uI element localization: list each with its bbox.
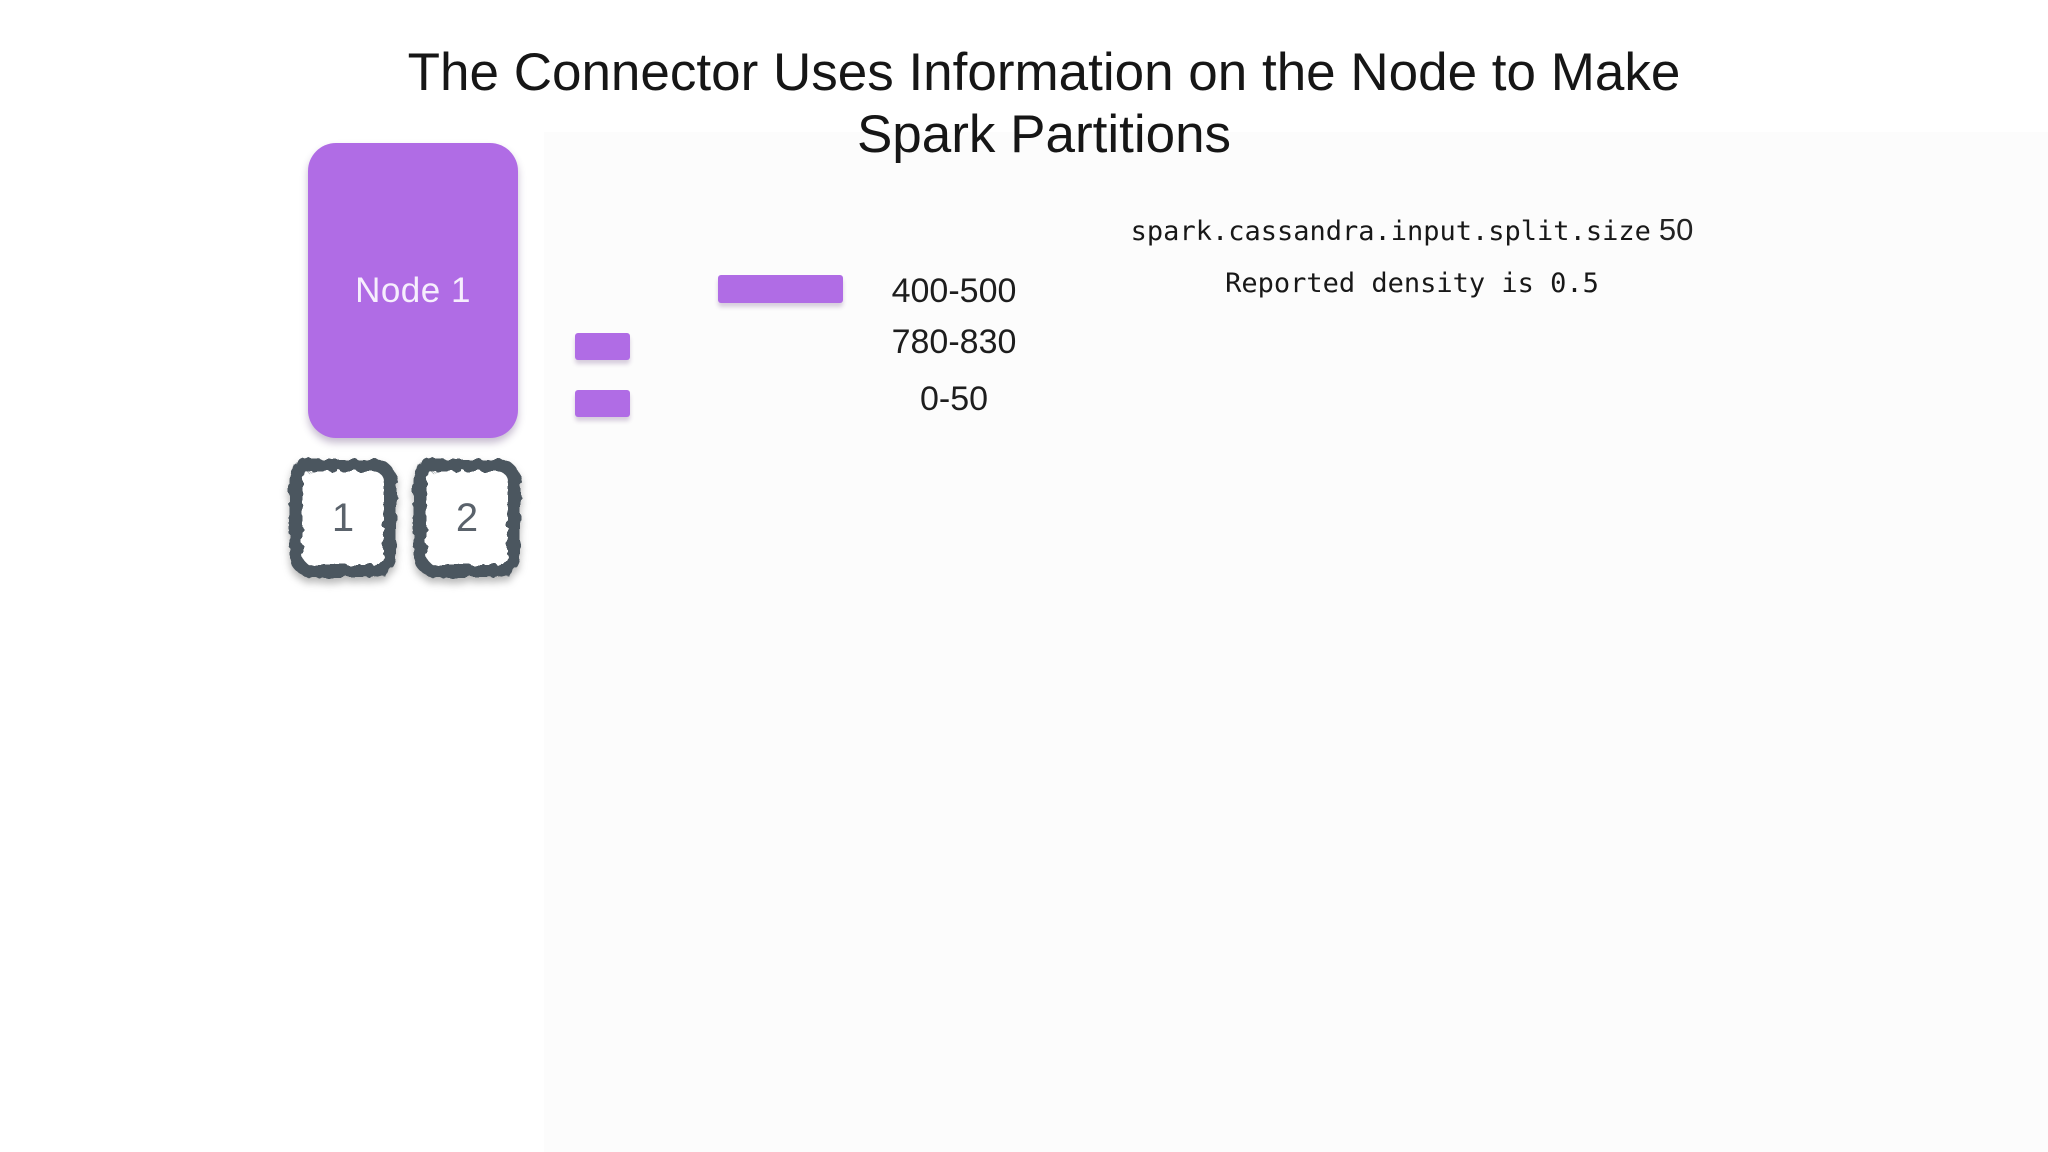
slide-title-line2: Spark Partitions [856, 104, 1232, 164]
partition-bar-400-500 [718, 275, 843, 303]
node-1-box: Node 1 [308, 143, 518, 438]
slide-title-line1: The Connector Uses Information on the No… [407, 42, 1681, 102]
node-1-label: Node 1 [355, 270, 471, 310]
config-density-line: Reported density is 0.5 [1225, 268, 1599, 299]
slide-title: The Connector Uses Information on the No… [40, 42, 2048, 166]
sketch-frame-icon [289, 458, 397, 578]
partition-bar-780-830 [575, 333, 630, 360]
spark-partition-number: 2 [455, 495, 479, 540]
config-split-size-value: 50 [1658, 212, 1694, 247]
spark-partition-number: 1 [331, 495, 355, 540]
sketch-frame-icon [413, 458, 521, 578]
token-range-label-3: 0-50 [919, 380, 989, 418]
partition-bar-0-50 [575, 390, 630, 417]
token-range-label-1: 400-500 [891, 272, 1017, 310]
config-split-size-line: spark.cassandra.input.split.size 50 [1062, 212, 1762, 248]
spark-partition-square-1: 1 [285, 454, 401, 582]
config-split-size-key: spark.cassandra.input.split.size [1130, 216, 1651, 247]
token-range-label-2: 780-830 [891, 323, 1017, 361]
spark-partition-square-2: 2 [409, 454, 525, 582]
